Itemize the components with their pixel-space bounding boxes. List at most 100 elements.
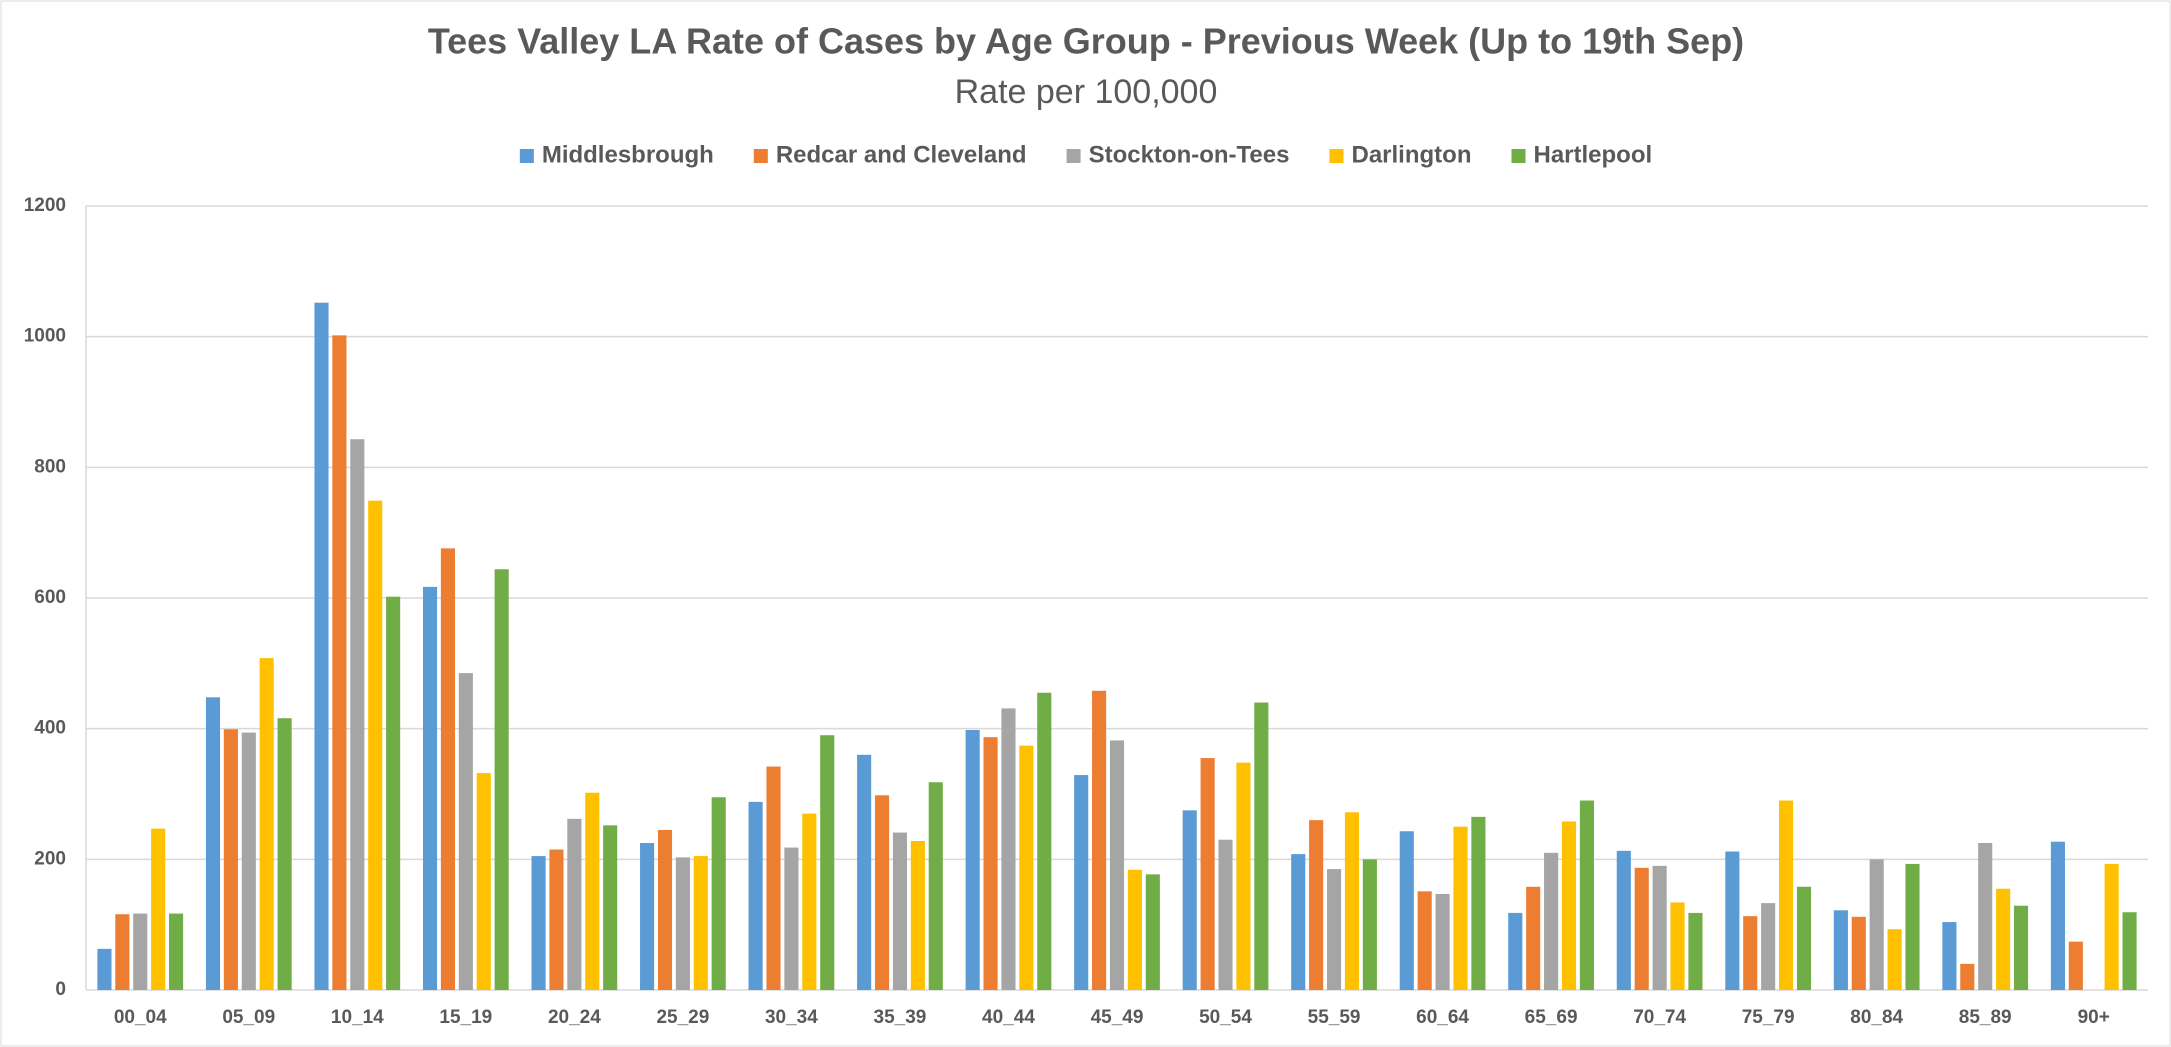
bar xyxy=(1561,821,1577,990)
legend-label: Redcar and Cleveland xyxy=(776,141,1027,168)
bar xyxy=(1616,850,1631,990)
bar xyxy=(169,913,184,990)
bar xyxy=(2013,905,2029,990)
bar xyxy=(1326,869,1342,990)
x-tick-label: 30_34 xyxy=(765,1007,818,1028)
x-tick-label: 60_64 xyxy=(1416,1007,1469,1028)
x-tick-label: 70_74 xyxy=(1633,1007,1686,1028)
bar xyxy=(494,569,509,990)
bar xyxy=(1309,820,1324,990)
bar xyxy=(223,729,238,990)
x-tick-label: 15_19 xyxy=(439,1007,492,1028)
x-tick-label: 25_29 xyxy=(656,1007,709,1028)
x-tick-label: 40_44 xyxy=(982,1007,1035,1028)
bar xyxy=(476,773,491,990)
bar xyxy=(640,843,655,990)
bar xyxy=(1743,916,1758,990)
bar xyxy=(1960,963,1975,990)
x-tick-label: 90+ xyxy=(2078,1007,2110,1028)
bar xyxy=(1145,874,1160,990)
bar xyxy=(1942,922,1957,990)
bar xyxy=(820,735,835,990)
x-tick-label: 75_79 xyxy=(1742,1007,1795,1028)
bar xyxy=(567,818,582,990)
x-tick-label: 55_59 xyxy=(1308,1007,1361,1028)
bar xyxy=(277,718,292,990)
bar xyxy=(1362,859,1377,990)
bar xyxy=(1001,708,1016,990)
bar xyxy=(458,673,473,990)
bar xyxy=(874,795,890,990)
bar xyxy=(440,548,455,990)
bar xyxy=(1905,863,1920,990)
bar xyxy=(965,729,980,990)
y-tick-label: 600 xyxy=(34,587,66,608)
bar xyxy=(1236,762,1251,990)
legend-label: Middlesbrough xyxy=(542,141,714,168)
bar xyxy=(2068,941,2083,990)
bar xyxy=(1471,816,1486,990)
bar xyxy=(2104,863,2119,990)
bar xyxy=(675,857,690,990)
x-tick-label: 85_89 xyxy=(1959,1007,2012,1028)
bar xyxy=(585,792,600,990)
x-tick-label: 50_54 xyxy=(1199,1007,1252,1028)
bar xyxy=(766,766,781,990)
y-tick-label: 200 xyxy=(34,848,66,869)
x-tick-label: 10_14 xyxy=(331,1007,384,1028)
bar xyxy=(1851,916,1866,990)
bar xyxy=(1019,745,1034,990)
chart-subtitle: Rate per 100,000 xyxy=(955,73,1218,111)
bar xyxy=(1037,692,1052,990)
bar xyxy=(350,439,365,990)
bar xyxy=(1761,903,1776,990)
bar xyxy=(983,737,998,990)
bar xyxy=(857,754,872,990)
y-tick-label: 400 xyxy=(34,718,66,739)
y-tick-label: 1200 xyxy=(24,195,66,216)
bar xyxy=(1670,902,1685,990)
y-tick-label: 800 xyxy=(34,456,66,477)
bar xyxy=(711,797,726,990)
bar xyxy=(1978,843,1993,990)
bar xyxy=(1109,740,1125,990)
bar xyxy=(1688,912,1703,990)
bar xyxy=(1652,865,1667,990)
bar xyxy=(2050,841,2065,990)
legend-swatch xyxy=(753,149,768,163)
legend-label: Darlington xyxy=(1351,141,1471,168)
bar xyxy=(1887,929,1902,990)
bar xyxy=(603,825,618,990)
bar xyxy=(693,856,708,990)
x-tick-label: 65_69 xyxy=(1525,1007,1578,1028)
bar xyxy=(386,596,401,990)
x-tick-label: 00_04 xyxy=(114,1007,167,1028)
bar xyxy=(1074,775,1089,990)
bar xyxy=(1218,839,1233,990)
bar xyxy=(151,828,166,990)
bar xyxy=(1579,800,1594,990)
bar xyxy=(1796,886,1812,990)
x-tick-label: 35_39 xyxy=(874,1007,927,1028)
bar xyxy=(657,829,673,990)
bar xyxy=(2122,912,2137,990)
bar xyxy=(314,302,329,990)
bar xyxy=(1092,690,1107,990)
bar xyxy=(1634,867,1649,990)
x-tick-label: 20_24 xyxy=(548,1007,601,1028)
bar xyxy=(928,782,943,990)
legend-swatch xyxy=(1329,149,1344,163)
chart-title: Tees Valley LA Rate of Cases by Age Grou… xyxy=(428,21,1744,62)
y-tick-label: 0 xyxy=(55,979,66,1000)
legend-label: Stockton-on-Tees xyxy=(1089,141,1290,168)
x-tick-label: 45_49 xyxy=(1091,1007,1144,1028)
bar xyxy=(205,697,221,990)
bar xyxy=(1544,852,1559,990)
legend-label: Hartlepool xyxy=(1533,141,1652,168)
bar xyxy=(1725,851,1740,990)
x-tick-label: 05_09 xyxy=(222,1007,275,1028)
bar xyxy=(1127,869,1142,990)
bar xyxy=(1291,854,1306,990)
legend-swatch xyxy=(519,149,534,163)
bar xyxy=(1526,886,1541,990)
